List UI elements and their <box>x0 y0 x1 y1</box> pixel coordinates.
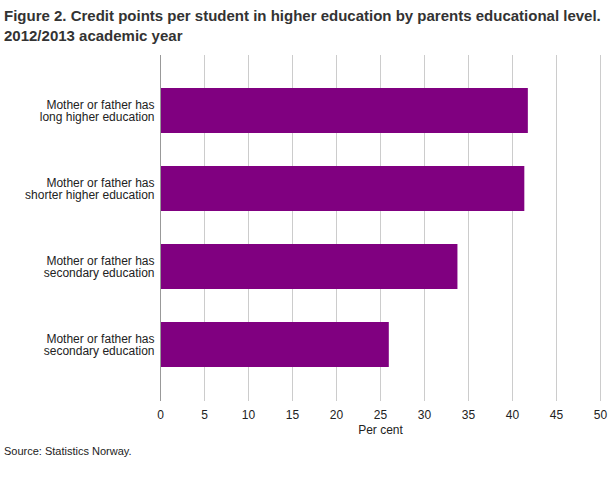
svg-text:15: 15 <box>286 408 300 422</box>
svg-text:Mother or father hassecondary: Mother or father hassecondary education <box>44 332 155 358</box>
svg-text:0: 0 <box>157 408 164 422</box>
html-text:Figure 2. Credit points per st: Figure 2. Credit points per student in h… <box>4 7 601 44</box>
svg-text:50: 50 <box>594 408 608 422</box>
svg-text:Mother or father hasshorter hi: Mother or father hasshorter higher educa… <box>25 176 154 202</box>
html-text:Source: Statistics Norway.: Source: Statistics Norway. <box>4 445 132 457</box>
svg-text:20: 20 <box>330 408 344 422</box>
svg-text:10: 10 <box>242 408 256 422</box>
svg-text:25: 25 <box>374 408 388 422</box>
svg-text:Mother or father haslong highe: Mother or father haslong higher educatio… <box>40 98 155 124</box>
svg-text:45: 45 <box>550 408 564 422</box>
svg-text:Mother or father hassecondary: Mother or father hassecondary education <box>44 254 155 280</box>
svg-text:35: 35 <box>462 408 476 422</box>
svg-text:Per cent: Per cent <box>358 423 403 437</box>
svg-text:5: 5 <box>201 408 208 422</box>
svg-text:30: 30 <box>418 408 432 422</box>
svg-text:40: 40 <box>506 408 520 422</box>
